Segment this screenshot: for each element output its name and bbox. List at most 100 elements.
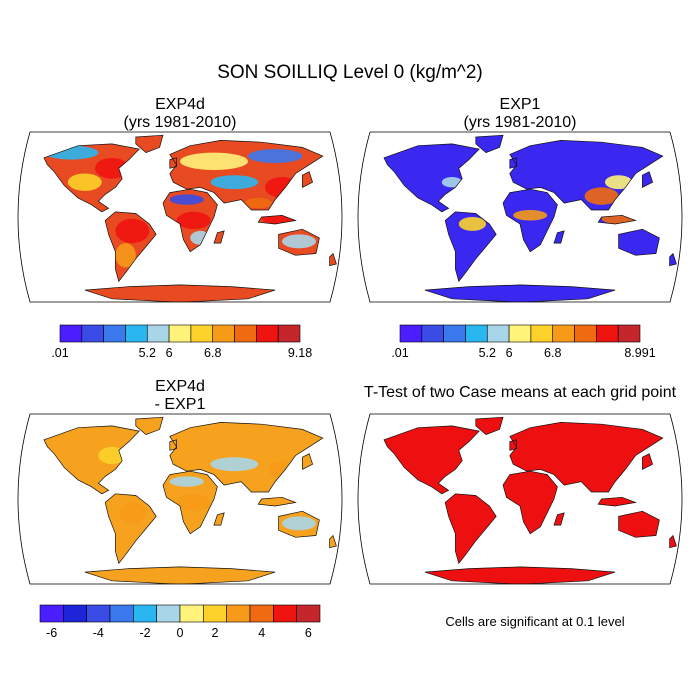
map-frame bbox=[17, 131, 343, 303]
colorbar-swatch bbox=[596, 324, 619, 343]
coastline-south-america bbox=[104, 211, 157, 283]
coastline-new-zealand bbox=[669, 252, 677, 267]
map-ttest bbox=[357, 413, 683, 585]
land-south-america bbox=[445, 211, 497, 282]
field-patch-eurasia bbox=[584, 187, 619, 205]
coastline-antarctica bbox=[424, 566, 616, 584]
colorbar-swatch bbox=[617, 324, 641, 343]
coastline-africa bbox=[162, 188, 218, 253]
colorbar-swatch bbox=[226, 604, 251, 623]
coastline-greenland bbox=[475, 134, 504, 154]
colorbar-swatch bbox=[277, 324, 301, 343]
coastline-indonesia bbox=[597, 214, 637, 225]
coastline-africa bbox=[162, 470, 218, 535]
colorbar-swatch bbox=[63, 604, 87, 623]
field-patch-australia bbox=[282, 516, 316, 531]
land-south-america bbox=[445, 493, 497, 564]
coastline-south-america bbox=[104, 493, 157, 565]
colorbar-swatch bbox=[109, 604, 134, 623]
coastline-new-zealand bbox=[329, 534, 337, 549]
land-new-zealand bbox=[669, 253, 677, 266]
colorbar-swatch bbox=[234, 324, 257, 343]
field-patch-south-america bbox=[118, 502, 146, 524]
land-uk bbox=[169, 439, 177, 451]
panel-title-line1: EXP1 bbox=[499, 96, 541, 113]
land-australia bbox=[618, 229, 660, 256]
panel-title-exp4d: EXP4d (yrs 1981-2010) bbox=[40, 96, 320, 132]
colorbar-swatch bbox=[86, 604, 111, 623]
field-patch-africa bbox=[513, 210, 548, 221]
field-patch-eurasia bbox=[180, 152, 248, 171]
colorbar-tick-label: .01 bbox=[51, 346, 68, 360]
coastline-eurasia bbox=[169, 140, 324, 211]
land-greenland bbox=[475, 417, 503, 435]
coastline-japan bbox=[642, 171, 654, 188]
field-patch-eurasia bbox=[244, 197, 272, 209]
field-patch-north-america bbox=[67, 173, 102, 191]
colorbar-swatch bbox=[273, 604, 297, 623]
field-patch-africa bbox=[169, 476, 204, 487]
colorbar-tick-label: -6 bbox=[46, 626, 57, 640]
colorbar-tick-label: 2 bbox=[212, 626, 219, 640]
land-madagascar bbox=[554, 230, 565, 244]
colorbar-tick-label: 5.2 bbox=[479, 346, 496, 360]
colorbar-swatch bbox=[486, 324, 510, 343]
colorbar-swatch bbox=[421, 324, 444, 343]
coastline-uk bbox=[509, 439, 517, 451]
field-patch-africa bbox=[176, 211, 211, 230]
coastline-greenland bbox=[135, 416, 164, 436]
colorbar-tick-label: 6.8 bbox=[544, 346, 561, 360]
land-greenland bbox=[135, 417, 163, 435]
figure-title: SON SOILLIQ Level 0 (kg/m^2) bbox=[217, 62, 483, 83]
land-eurasia bbox=[169, 422, 323, 492]
colorbar-swatch bbox=[256, 324, 279, 343]
coastline-north-america bbox=[383, 425, 480, 495]
colorbar-swatch bbox=[508, 324, 532, 343]
coastline-south-america bbox=[444, 493, 497, 565]
field-patch-eurasia bbox=[210, 175, 259, 190]
colorbar-swatch bbox=[249, 604, 274, 623]
colorbar-tick-label: 5.2 bbox=[139, 346, 156, 360]
land-uk bbox=[509, 157, 517, 169]
colorbar-swatch bbox=[156, 604, 181, 623]
colorbar-tick-label: 9.18 bbox=[288, 346, 312, 360]
field-patch-africa bbox=[169, 194, 204, 205]
panel-subtitle-line2: (yrs 1981-2010) bbox=[123, 114, 237, 131]
colorbar-tick-label: 8.991 bbox=[624, 346, 655, 360]
coastline-north-america bbox=[383, 143, 480, 213]
coastline-greenland bbox=[475, 416, 504, 436]
coastline-japan bbox=[302, 453, 314, 470]
panel-title-line1: EXP4d bbox=[155, 378, 205, 395]
map-frame bbox=[357, 413, 683, 585]
colorbar-tick-label: 4 bbox=[258, 626, 265, 640]
colorbar-swatch bbox=[190, 324, 214, 343]
land-north-america bbox=[384, 425, 480, 494]
colorbar-difference: -6 -4 -2 0 2 4 6 bbox=[39, 604, 321, 640]
coastline-new-zealand bbox=[669, 534, 677, 549]
land-new-zealand bbox=[329, 535, 337, 548]
coastline-indonesia bbox=[257, 496, 297, 507]
panel-title-difference: EXP4d - EXP1 bbox=[40, 378, 320, 414]
panel-subtitle-line2: - EXP1 bbox=[154, 396, 206, 413]
map-exp4d bbox=[17, 131, 343, 303]
colorbar-tick-label: -4 bbox=[93, 626, 104, 640]
colorbar-swatch bbox=[39, 604, 64, 623]
coastline-greenland bbox=[135, 134, 164, 154]
field-patch-africa bbox=[176, 493, 211, 512]
colorbar-swatch bbox=[81, 324, 104, 343]
coastline-south-america bbox=[444, 211, 497, 283]
coastline-madagascar bbox=[553, 230, 565, 244]
colorbar-swatch bbox=[443, 324, 466, 343]
land-africa bbox=[503, 189, 558, 252]
coastline-australia bbox=[278, 510, 320, 538]
land-antarctica bbox=[84, 566, 276, 584]
panel-subtitle-line2: (yrs 1981-2010) bbox=[463, 114, 577, 131]
field-patch-australia bbox=[282, 234, 316, 249]
land-uk bbox=[169, 157, 177, 169]
coastline-eurasia bbox=[169, 422, 324, 493]
field-patch-south-america bbox=[458, 217, 486, 231]
map-exp1 bbox=[357, 131, 683, 303]
coastline-indonesia bbox=[257, 214, 297, 225]
coastline-north-america bbox=[43, 143, 140, 213]
colorbar-tick-label: 6.8 bbox=[204, 346, 221, 360]
